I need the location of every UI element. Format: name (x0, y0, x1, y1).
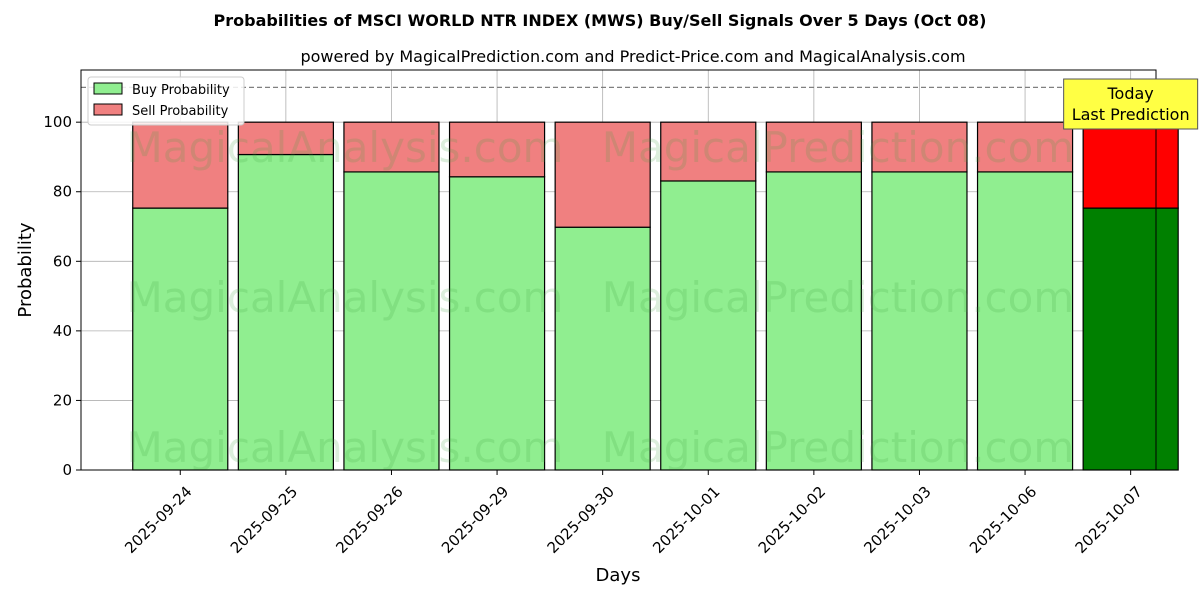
y-tick-label: 60 (53, 252, 72, 270)
x-tick-label: 2025-09-25 (227, 483, 301, 557)
bar-sell-2025-10-01 (660, 121, 757, 182)
bar-buy-2025-10-07 (1082, 207, 1179, 471)
chart-subtitle: powered by MagicalPrediction.com and Pre… (300, 47, 965, 66)
y-tick-label: 80 (53, 183, 72, 201)
y-tick-label: 40 (53, 322, 72, 340)
legend-swatch-sell (93, 103, 123, 116)
watermark-text: MagicalAnalysis.com (127, 273, 564, 322)
bar-buy-2025-09-29 (448, 176, 546, 471)
bar-sell-2025-09-30 (554, 121, 651, 228)
bar-buy-2025-09-30 (554, 226, 651, 471)
x-axis-label: Days (596, 565, 641, 586)
bar-buy-2025-10-02 (765, 171, 862, 471)
y-axis-label: Probability (15, 222, 36, 317)
x-tick-label: 2025-10-06 (966, 483, 1040, 557)
legend: Buy Probability Sell Probability (87, 76, 245, 126)
bar-buy-2025-10-01 (660, 180, 757, 471)
watermark-text: MagicalAnalysis.com (127, 423, 564, 472)
annotation-box (1063, 78, 1199, 130)
x-tick-label: 2025-09-26 (332, 483, 406, 557)
y-tick-label: 100 (43, 113, 72, 131)
bars-layer (132, 121, 1179, 471)
bar-sell-2025-10-06 (976, 121, 1074, 173)
chart-title: Probabilities of MSCI WORLD NTR INDEX (M… (214, 11, 987, 30)
x-tick-label: 2025-10-02 (755, 483, 829, 557)
x-tick-label: 2025-09-24 (121, 483, 195, 557)
x-tick-label: 2025-10-07 (1072, 483, 1146, 557)
plot-frame (80, 69, 1157, 471)
watermark-layer: MagicalAnalysis.com MagicalPrediction.com… (127, 123, 1075, 472)
y-tick-label: 20 (53, 391, 72, 409)
watermark-text: MagicalPrediction.com (602, 273, 1075, 322)
watermark-text: MagicalPrediction.com (602, 123, 1075, 172)
bar-sell-2025-10-03 (871, 121, 968, 173)
bar-sell-2025-10-02 (765, 121, 862, 173)
bar-sell-2025-10-07 (1082, 121, 1179, 209)
bar-buy-2025-10-03 (871, 171, 968, 471)
legend-swatch-buy (93, 82, 123, 95)
x-tick-label: 2025-09-29 (438, 483, 512, 557)
bar-buy-2025-09-26 (343, 171, 440, 471)
bar-buy-2025-10-06 (976, 171, 1074, 471)
x-tick-label: 2025-10-01 (649, 483, 723, 557)
x-axis-ticks: 2025-09-24 2025-09-25 2025-09-26 2025-09-29… (121, 470, 1146, 557)
annotation-line: Today (1107, 84, 1154, 103)
bar-sell-2025-09-25 (237, 121, 334, 156)
legend-box (87, 76, 245, 126)
x-tick-label: 2025-09-30 (544, 483, 618, 557)
watermark-text: MagicalAnalysis.com (127, 123, 564, 172)
bar-buy-2025-09-24 (132, 207, 229, 471)
legend-label-sell: Sell Probability (132, 104, 229, 119)
today-annotation: Today Last Prediction (1063, 78, 1199, 130)
bar-sell-2025-09-26 (343, 121, 440, 173)
y-axis-ticks: 0 20 40 60 80 100 (43, 113, 81, 479)
x-tick-label: 2025-10-03 (860, 483, 934, 557)
watermark-text: MagicalPrediction.com (602, 423, 1075, 472)
bar-sell-2025-09-24 (132, 121, 229, 209)
bar-sell-2025-09-29 (448, 121, 546, 178)
legend-label-buy: Buy Probability (132, 83, 230, 98)
annotation-line: Last Prediction (1072, 105, 1190, 124)
y-tick-label: 0 (62, 461, 72, 479)
